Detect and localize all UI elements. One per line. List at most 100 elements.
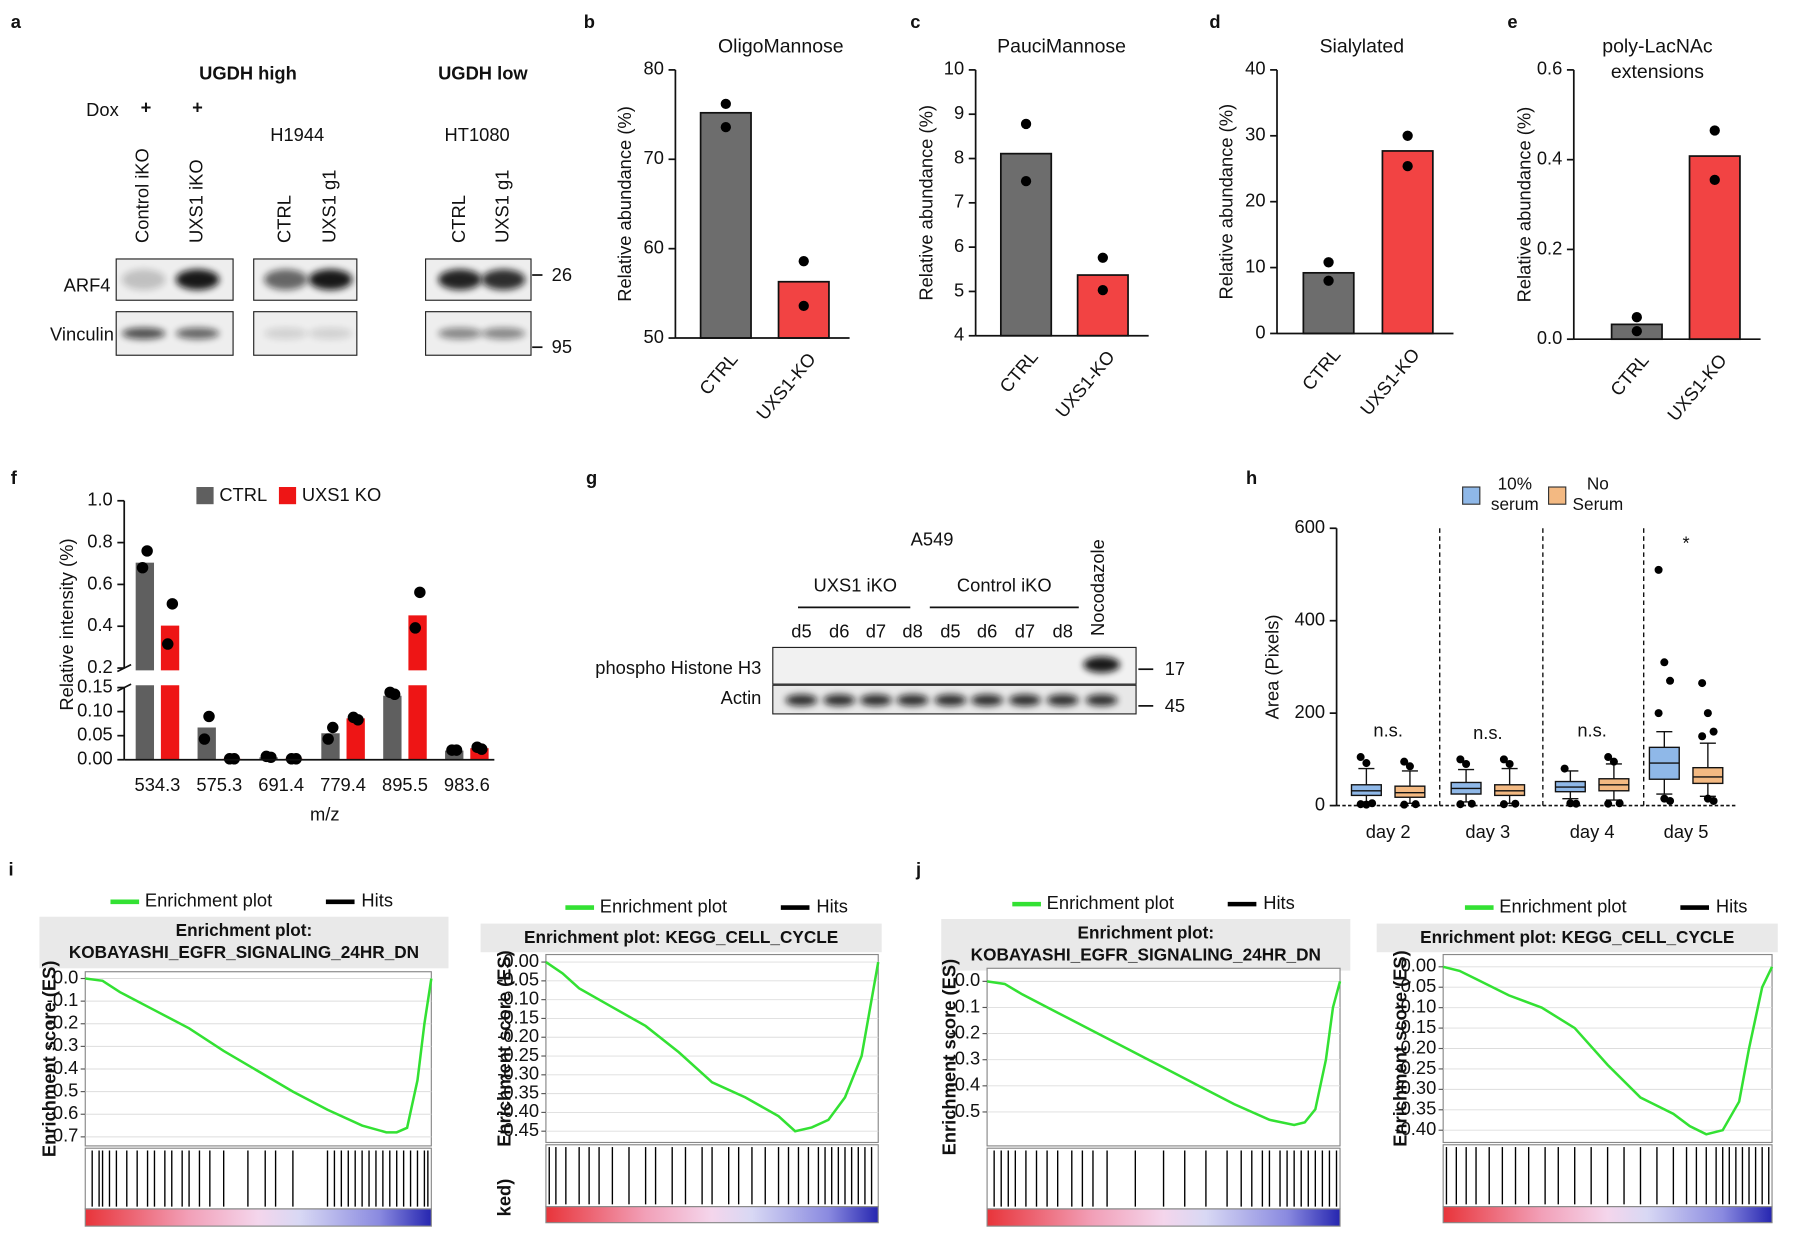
protein-label: phospho Histone H3 [595,657,761,678]
es-curve [85,977,433,1134]
title-box [480,923,882,953]
blot-band [481,327,526,340]
y-tick-label: 0.0 [955,969,980,990]
chart-title-box: PauciMannose [997,36,1126,58]
y-tick-label: 0.4 [87,614,112,635]
bar [383,695,402,760]
blot-box [772,646,1137,685]
y-tick-label: -0.2 [949,1021,981,1042]
y-tick-label: -0.10 [1395,995,1437,1016]
outlier [1411,800,1420,809]
x-tick-label: 779.4 [320,774,366,795]
data-point [141,545,153,557]
x-tick-label: UXS1-KO [1051,346,1119,421]
y-tick-label: 20 [1245,190,1265,211]
y-tick-label: 200 [1295,701,1326,722]
legend-label: Enrichment plot [145,890,272,911]
mw-label: 45 [1165,695,1185,716]
rank-gradient [84,1208,432,1227]
outlier [1615,799,1624,808]
y-tick-label: 0.4 [1537,148,1562,169]
outlier [1709,796,1718,805]
blot-band [934,694,967,706]
rank-gradient [986,1208,1341,1227]
chart-title-box: Enrichment plot: KEGG_CELL_CYCLE [524,928,838,947]
y-tick-label: -0.3 [949,1048,981,1069]
x-tick-label: UXS1-KO [752,349,820,424]
title-box [941,919,1351,971]
y-tick-label: 0.00 [1401,955,1437,976]
data-point [798,300,809,312]
blot-band [308,269,353,290]
blot-band [1046,694,1079,706]
data-point [136,561,149,574]
outlier [1356,753,1365,762]
y-tick-label: -0.4 [47,1057,79,1078]
x-tick-label: day 3 [1465,821,1510,842]
data-point [223,753,236,765]
y-tick-label: -0.4 [949,1074,981,1095]
y-tick-label: 50 [644,326,664,347]
y-tick-label: 4 [954,324,964,345]
blot-band [785,694,818,706]
y-axis-label: Relative abundance (%) [1216,104,1237,300]
outlier [1511,799,1520,808]
y-tick-label: 0.00 [77,748,113,769]
annotation: * [1683,532,1690,553]
panel-label: b [584,11,595,32]
outlier [1660,658,1669,667]
y-tick-label: 40 [1245,58,1265,79]
y-tick-label: 0.6 [87,572,112,593]
y-tick-label: 1.0 [87,489,112,510]
panel-label: e [1507,11,1517,32]
data-point [409,622,422,634]
y-tick-label: -0.35 [1395,1098,1437,1119]
axis-break-gap [116,670,495,686]
chart-title-box: Sialylated [1320,36,1404,58]
legend-label-box: No Serum [1573,474,1624,514]
chart-title-box: Enrichment plot: KEGG_CELL_CYCLE [1420,928,1734,947]
dox-mark: + [192,97,203,118]
panel-label: a [11,11,22,32]
outlier [1666,676,1675,685]
y-tick-label: 0.6 [1537,58,1562,79]
blot-band [121,327,166,340]
box [1394,785,1426,798]
blot-band [264,269,308,290]
legend-swatch [196,487,214,505]
data-point [1631,325,1642,337]
legend-label: Hits [1716,895,1748,916]
blot-band [823,694,856,706]
chart-title-box: poly-LacNAc extensions [1602,36,1712,83]
y-tick-label: -0.15 [1395,1016,1437,1037]
y-tick-label: 0.0 [53,966,78,987]
blot-title: A549 [911,529,954,550]
bar [1381,150,1434,335]
x-tick-label: CTRL [995,346,1042,396]
blot-band [1008,694,1041,706]
panel-label: c [910,11,920,32]
blot-group: UXS1 iKO [814,575,898,596]
y-tick-label: -0.3 [47,1034,79,1055]
chart-title: Enrichment plot: KOBAYASHI_EGFR_SIGNALIN… [970,923,1321,965]
legend-label: CTRL [219,484,267,505]
bar [160,625,180,760]
y-tick-label: 0.2 [1537,237,1562,258]
legend-label: Enrichment plot [1499,895,1626,916]
panel-label: j [915,859,921,880]
lane-label: d6 [829,620,849,641]
blot-band [175,269,220,290]
y-tick-label: 7 [954,191,964,212]
outlier [1400,800,1409,809]
bar [1688,155,1741,341]
box [1494,784,1526,797]
y-tick-label: 8 [954,146,964,167]
rank-gradient [545,1206,879,1224]
y-axis-label: Enrichment score (ES) [938,959,959,1156]
bar [408,615,427,760]
lane-label: d5 [791,620,811,641]
plot-area [545,953,879,1144]
y-tick-label: 600 [1295,516,1326,537]
outlier [1604,799,1613,808]
data-point [1402,130,1413,141]
